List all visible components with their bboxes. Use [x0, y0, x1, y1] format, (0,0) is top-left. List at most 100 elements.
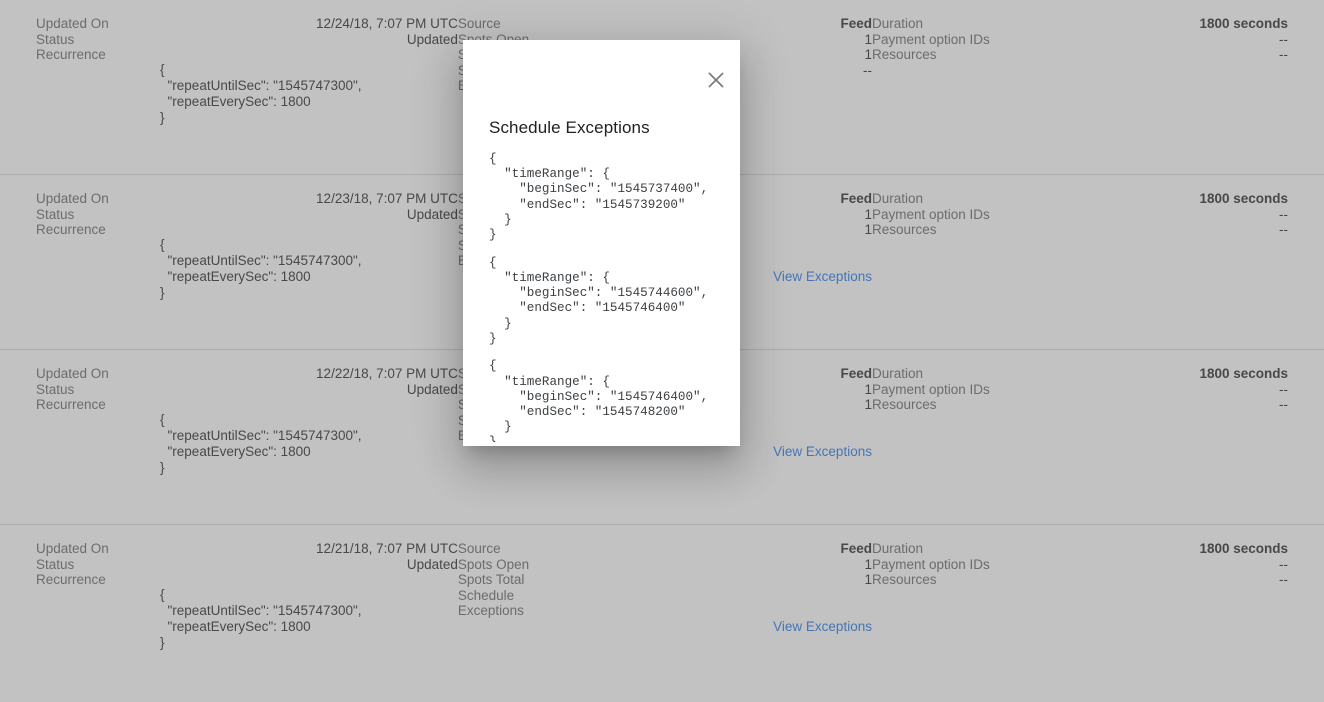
row-middle-column: Source Feed Spots Open 1 Spots Total 1 Schedul…: [458, 525, 872, 634]
row-right-column: Duration 1800 seconds Payment option IDs --…: [872, 0, 1288, 63]
spots-total-value: 1: [864, 572, 872, 588]
status-label: Status: [36, 381, 75, 397]
duration-value: 1800 seconds: [1199, 366, 1288, 381]
duration-label: Duration: [871, 191, 923, 206]
status-field: Status Updated: [36, 207, 458, 223]
exception-json-2: { "timeRange": { "beginSec": "1545746400…: [489, 359, 709, 442]
status-value: Updated: [406, 31, 458, 47]
updated-on-field: Updated On 12/22/18, 7:07 PM UTC: [36, 366, 458, 382]
dialog-title: Schedule Exceptions: [489, 118, 650, 137]
detail-row: Updated On 12/21/18, 7:07 PM UTC Status Upd…: [0, 525, 1324, 700]
updated-on-value: 12/23/18, 7:07 PM UTC: [316, 191, 458, 206]
dialog-body: { "timeRange": { "beginSec": "1545737400…: [489, 152, 730, 442]
status-value: Updated: [406, 206, 458, 222]
updated-on-value: 12/21/18, 7:07 PM UTC: [316, 541, 458, 556]
row-left-column: Updated On 12/24/18, 7:07 PM UTC Status Upd…: [36, 0, 458, 126]
schedule-exceptions-label: Schedule Exceptions: [457, 587, 524, 619]
spots-open-field: Spots Open 1: [458, 557, 872, 573]
payment-option-ids-value: --: [1279, 381, 1288, 397]
duration-label: Duration: [871, 541, 923, 556]
duration-field: Duration 1800 seconds: [872, 191, 1288, 207]
duration-value: 1800 seconds: [1199, 541, 1288, 556]
resources-label: Resources: [871, 572, 937, 588]
spots-open-value: 1: [864, 381, 872, 397]
recurrence-field: Recurrence { "repeatUntilSec": "154574730…: [36, 572, 458, 651]
resources-value: --: [1279, 47, 1288, 63]
source-field: Source Feed: [458, 541, 872, 557]
status-value: Updated: [406, 556, 458, 572]
duration-field: Duration 1800 seconds: [872, 541, 1288, 557]
source-value: Feed: [840, 366, 872, 381]
updated-on-label: Updated On: [36, 16, 109, 31]
payment-option-ids-value: --: [1279, 31, 1288, 47]
close-icon[interactable]: [704, 68, 728, 92]
updated-on-value: 12/22/18, 7:07 PM UTC: [316, 366, 458, 381]
spots-total-label: Spots Total: [457, 572, 525, 588]
duration-value: 1800 seconds: [1199, 16, 1288, 31]
source-value: Feed: [840, 16, 872, 31]
payment-option-ids-label: Payment option IDs: [871, 556, 990, 572]
updated-on-label: Updated On: [36, 366, 109, 381]
view-exceptions-link[interactable]: View Exceptions: [773, 443, 872, 459]
payment-option-ids-label: Payment option IDs: [871, 381, 990, 397]
row-right-column: Duration 1800 seconds Payment option IDs --…: [872, 350, 1288, 413]
recurrence-label: Recurrence: [36, 397, 106, 413]
view-exceptions-link[interactable]: View Exceptions: [773, 618, 872, 634]
spots-total-value: 1: [864, 47, 872, 63]
updated-on-label: Updated On: [36, 191, 109, 206]
source-value: Feed: [840, 191, 872, 206]
source-label: Source: [457, 541, 501, 556]
payment-option-ids-field: Payment option IDs --: [872, 382, 1288, 398]
duration-label: Duration: [871, 366, 923, 381]
source-label: Source: [457, 16, 501, 31]
status-field: Status Updated: [36, 557, 458, 573]
duration-field: Duration 1800 seconds: [872, 366, 1288, 382]
row-right-column: Duration 1800 seconds Payment option IDs --…: [872, 525, 1288, 588]
source-value: Feed: [840, 541, 872, 556]
status-label: Status: [36, 31, 75, 47]
recurrence-label: Recurrence: [36, 47, 106, 63]
resources-label: Resources: [871, 47, 937, 63]
spots-total-value: 1: [864, 222, 872, 238]
resources-field: Resources --: [872, 572, 1288, 588]
resources-value: --: [1279, 222, 1288, 238]
updated-on-label: Updated On: [36, 541, 109, 556]
recurrence-field: Recurrence { "repeatUntilSec": "154574730…: [36, 222, 458, 301]
recurrence-label: Recurrence: [36, 222, 106, 238]
spots-open-label: Spots Open: [457, 556, 530, 572]
exception-json-0: { "timeRange": { "beginSec": "1545737400…: [489, 152, 709, 243]
updated-on-field: Updated On 12/21/18, 7:07 PM UTC: [36, 541, 458, 557]
resources-field: Resources --: [872, 47, 1288, 63]
resources-field: Resources --: [872, 222, 1288, 238]
recurrence-label: Recurrence: [36, 572, 106, 588]
spots-total-field: Spots Total 1: [458, 572, 872, 588]
resources-field: Resources --: [872, 397, 1288, 413]
payment-option-ids-label: Payment option IDs: [871, 206, 990, 222]
row-left-column: Updated On 12/23/18, 7:07 PM UTC Status Upd…: [36, 175, 458, 301]
source-field: Source Feed: [458, 16, 872, 32]
row-left-column: Updated On 12/21/18, 7:07 PM UTC Status Upd…: [36, 525, 458, 651]
updated-on-value: 12/24/18, 7:07 PM UTC: [316, 16, 458, 31]
payment-option-ids-label: Payment option IDs: [871, 31, 990, 47]
duration-field: Duration 1800 seconds: [872, 16, 1288, 32]
row-right-column: Duration 1800 seconds Payment option IDs --…: [872, 175, 1288, 238]
recurrence-field: Recurrence { "repeatUntilSec": "154574730…: [36, 397, 458, 476]
status-label: Status: [36, 556, 75, 572]
resources-value: --: [1279, 397, 1288, 413]
view-exceptions-link[interactable]: View Exceptions: [773, 268, 872, 284]
spots-open-value: 1: [864, 556, 872, 572]
recurrence-json: { "repeatUntilSec": "1545747300", "repea…: [160, 62, 362, 126]
recurrence-field: Recurrence { "repeatUntilSec": "154574730…: [36, 47, 458, 126]
spots-open-value: 1: [864, 206, 872, 222]
row-left-column: Updated On 12/22/18, 7:07 PM UTC Status Upd…: [36, 350, 458, 476]
schedule-exceptions-value: --: [862, 62, 872, 78]
spots-open-value: 1: [864, 31, 872, 47]
status-label: Status: [36, 206, 75, 222]
updated-on-field: Updated On 12/23/18, 7:07 PM UTC: [36, 191, 458, 207]
exception-json-1: { "timeRange": { "beginSec": "1545744600…: [489, 255, 709, 346]
duration-label: Duration: [871, 16, 923, 31]
status-value: Updated: [406, 381, 458, 397]
spots-total-value: 1: [864, 397, 872, 413]
recurrence-json: { "repeatUntilSec": "1545747300", "repea…: [160, 412, 362, 476]
status-field: Status Updated: [36, 32, 458, 48]
